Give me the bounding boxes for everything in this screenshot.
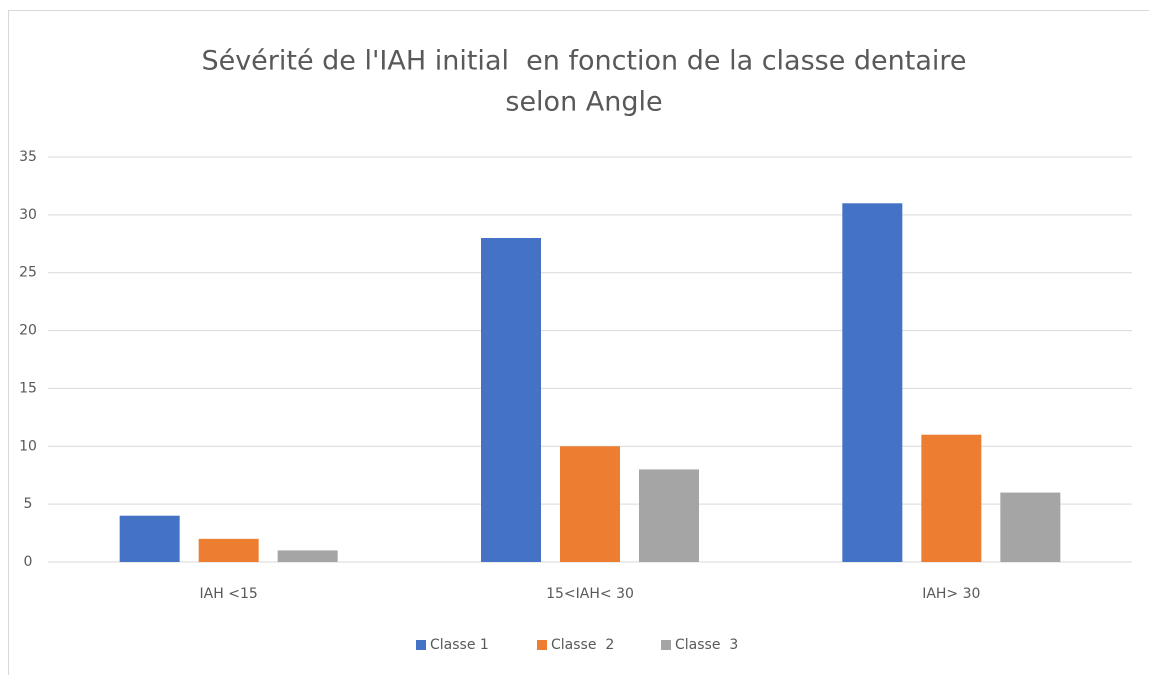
bar (921, 434, 982, 562)
bar (639, 469, 699, 562)
y-tick-label: 30 (19, 207, 37, 223)
legend-swatch (537, 640, 547, 650)
legend-swatch (416, 640, 426, 650)
legend-label: Classe 1 (430, 637, 489, 653)
bar (1000, 492, 1061, 562)
x-tick-label: IAH <15 (200, 586, 258, 602)
x-tick-label: 15<IAH< 30 (546, 586, 634, 602)
x-tick-label: IAH> 30 (922, 586, 980, 602)
y-tick-label: 5 (24, 496, 33, 512)
y-tick-label: 15 (19, 380, 37, 396)
bar (277, 550, 338, 562)
bar (560, 446, 620, 562)
legend-label: Classe 2 (551, 637, 614, 653)
chart-border (8, 10, 1149, 675)
legend-swatch (661, 640, 671, 650)
chart-title: selon Angle (505, 87, 662, 118)
y-tick-label: 25 (19, 265, 37, 281)
bar (198, 538, 259, 562)
bar (119, 515, 180, 562)
legend-label: Classe 3 (675, 637, 738, 653)
chart-title: Sévérité de l'IAH initial en fonction de… (201, 46, 966, 77)
y-tick-label: 0 (24, 554, 33, 570)
y-tick-label: 20 (19, 323, 37, 339)
y-tick-label: 10 (19, 438, 37, 454)
y-tick-label: 35 (19, 149, 37, 165)
bar (842, 203, 903, 563)
bar (481, 238, 541, 562)
